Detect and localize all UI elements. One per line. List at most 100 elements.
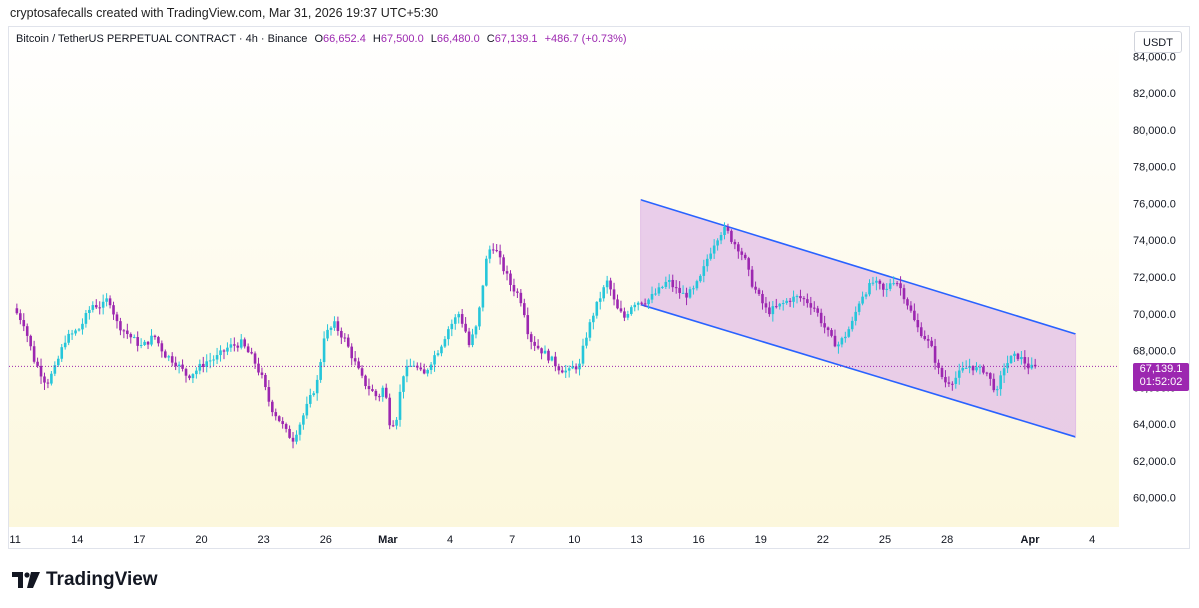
candle: [56, 355, 60, 367]
candle: [291, 432, 295, 449]
candle: [305, 396, 309, 419]
candle: [723, 222, 726, 240]
candle: [788, 298, 792, 308]
candle: [816, 305, 820, 317]
last-price-tag: 67,139.1 01:52:02: [1133, 363, 1189, 391]
candle: [284, 422, 288, 433]
candle: [15, 303, 19, 315]
candle: [747, 256, 750, 277]
candle: [754, 281, 757, 294]
candle: [74, 328, 77, 336]
candle: [640, 301, 643, 306]
candle: [850, 316, 854, 332]
candle: [271, 399, 274, 417]
currency-button[interactable]: USDT: [1134, 31, 1182, 53]
candle: [992, 373, 996, 393]
time-tick-label: Mar: [378, 534, 398, 546]
candle: [63, 335, 67, 350]
candle: [139, 338, 143, 349]
price-chart[interactable]: 60,000.062,000.064,000.066,000.068,000.0…: [9, 27, 1190, 549]
candle: [32, 340, 36, 364]
candle: [1023, 350, 1027, 370]
candle: [730, 229, 733, 244]
candle: [951, 381, 954, 391]
candle: [94, 299, 98, 309]
candle: [799, 289, 802, 302]
time-tick-label: 16: [693, 534, 705, 546]
candle: [812, 301, 816, 313]
candle: [412, 360, 416, 367]
candle: [132, 334, 136, 339]
candle: [464, 317, 467, 334]
candle: [409, 358, 412, 368]
attribution-text: cryptosafecalls created with TradingView…: [10, 6, 439, 20]
candle: [1020, 351, 1023, 365]
candle: [391, 420, 395, 428]
candle: [198, 359, 202, 375]
candle: [346, 334, 350, 348]
price-tick-label: 76,000.0: [1133, 198, 1176, 210]
time-axis-background: [9, 527, 1119, 548]
candle: [481, 284, 485, 312]
time-axis[interactable]: 11 14 17 20 23 26 Mar 4 7 10 13 16 19 22 25 28 Apr 4: [9, 534, 1095, 546]
candle: [823, 315, 826, 334]
candle: [944, 370, 947, 388]
candle: [77, 328, 81, 332]
candle: [681, 285, 685, 294]
candle: [982, 364, 985, 375]
candle: [112, 301, 115, 320]
candle: [657, 282, 661, 297]
time-tick-label: 10: [568, 534, 580, 546]
candle: [91, 301, 95, 313]
candle: [840, 336, 844, 348]
time-tick-label: 19: [755, 534, 767, 546]
chart-frame[interactable]: 60,000.062,000.064,000.066,000.068,000.0…: [8, 26, 1190, 549]
candle: [574, 363, 578, 374]
candle: [523, 298, 526, 318]
candle: [712, 239, 716, 259]
candle: [795, 294, 799, 304]
candle: [671, 274, 675, 292]
candle: [343, 333, 347, 343]
price-tick-label: 78,000.0: [1133, 162, 1176, 174]
candle: [315, 375, 319, 401]
candle: [219, 345, 222, 362]
candle: [650, 286, 654, 304]
close-label: C: [486, 33, 495, 45]
candle: [785, 298, 788, 305]
candle: [854, 306, 857, 326]
candle: [336, 316, 340, 336]
candle: [460, 309, 464, 328]
candle: [588, 319, 592, 342]
candle: [833, 329, 837, 348]
candle: [802, 296, 806, 306]
candle: [585, 332, 588, 349]
candle: [947, 376, 951, 387]
candle: [964, 360, 968, 369]
candle: [208, 352, 212, 369]
candle: [560, 366, 564, 374]
candle: [699, 274, 702, 283]
channel-upper-line[interactable]: [640, 199, 1076, 335]
footer-branding: TradingView: [12, 566, 158, 594]
candle: [595, 301, 599, 319]
candle: [864, 292, 868, 300]
candle: [609, 277, 612, 296]
candle: [405, 359, 409, 383]
time-tick-label: 23: [258, 534, 270, 546]
price-axis[interactable]: 60,000.062,000.064,000.066,000.068,000.0…: [1133, 51, 1176, 504]
candle: [564, 364, 568, 379]
time-tick-label: 14: [71, 534, 83, 546]
candle: [402, 375, 405, 399]
candle: [146, 340, 150, 350]
candle: [916, 313, 920, 333]
candle: [495, 244, 498, 253]
candle: [847, 326, 851, 338]
candle: [388, 393, 391, 430]
time-tick-label: Apr: [1021, 534, 1041, 546]
candle: [1002, 363, 1006, 384]
candle: [692, 285, 695, 295]
candle: [871, 276, 875, 286]
channel-lower-line[interactable]: [640, 303, 1076, 438]
candle: [119, 317, 122, 336]
